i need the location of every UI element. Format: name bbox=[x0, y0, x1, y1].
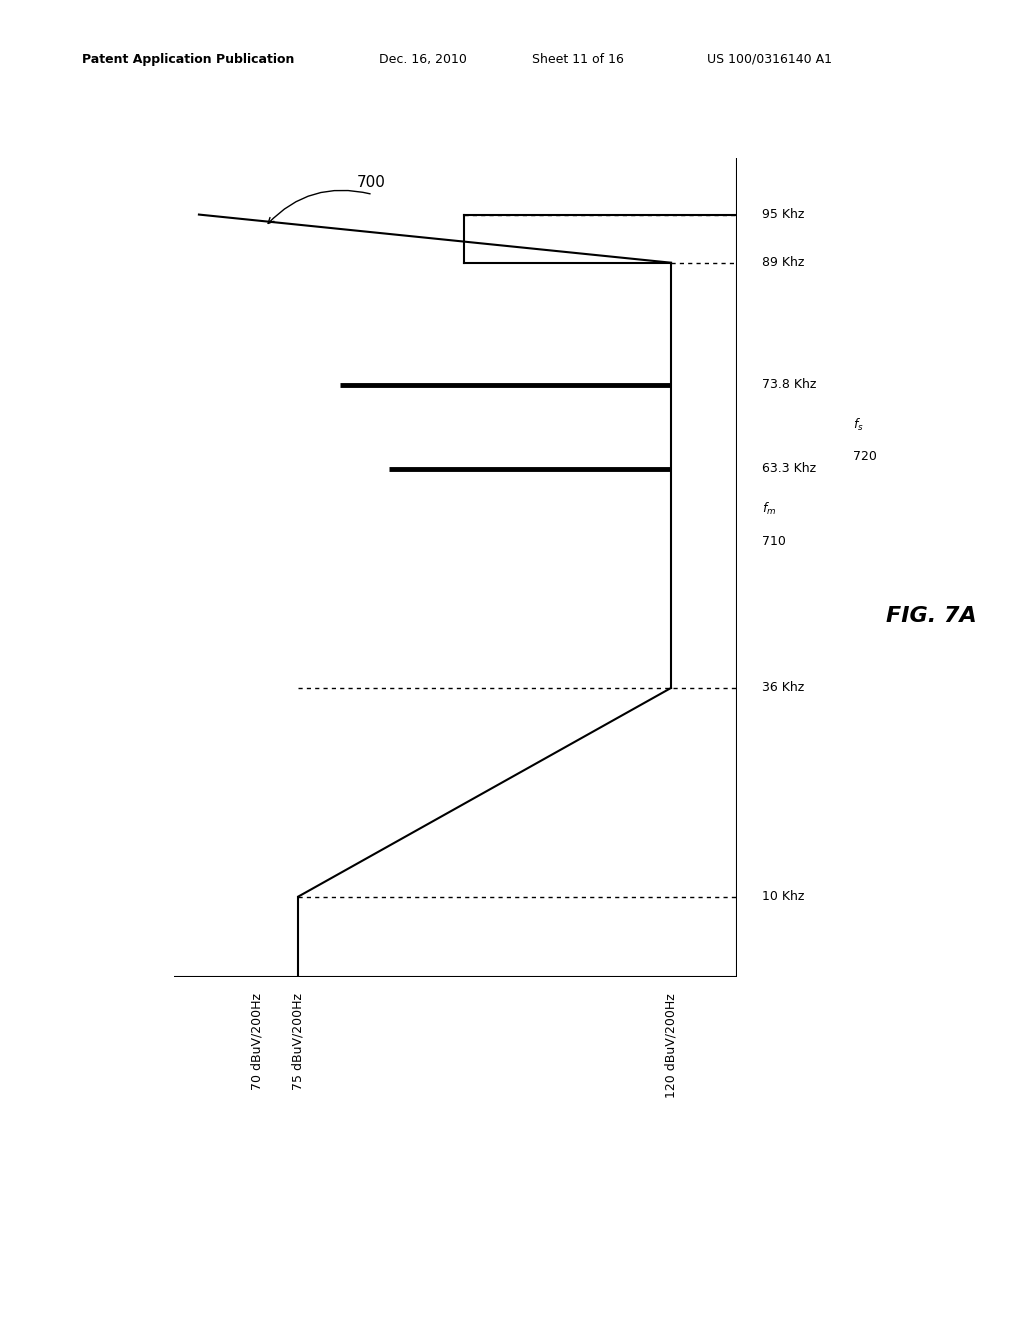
Text: 75 dBuV/200Hz: 75 dBuV/200Hz bbox=[292, 993, 305, 1090]
Text: 710: 710 bbox=[762, 535, 786, 548]
Text: Dec. 16, 2010: Dec. 16, 2010 bbox=[379, 53, 467, 66]
Text: 700: 700 bbox=[356, 176, 385, 190]
Text: 95 Khz: 95 Khz bbox=[762, 209, 805, 220]
Text: $f_s$: $f_s$ bbox=[853, 417, 864, 433]
Text: 120 dBuV/200Hz: 120 dBuV/200Hz bbox=[665, 993, 678, 1098]
Text: 73.8 Khz: 73.8 Khz bbox=[762, 378, 816, 391]
Text: US 100/0316140 A1: US 100/0316140 A1 bbox=[707, 53, 831, 66]
Text: 10 Khz: 10 Khz bbox=[762, 890, 805, 903]
Text: 63.3 Khz: 63.3 Khz bbox=[762, 462, 816, 475]
Text: FIG. 7A: FIG. 7A bbox=[887, 606, 977, 626]
Text: Sheet 11 of 16: Sheet 11 of 16 bbox=[532, 53, 625, 66]
Text: $f_m$: $f_m$ bbox=[762, 502, 776, 517]
Text: 36 Khz: 36 Khz bbox=[762, 681, 805, 694]
Text: Patent Application Publication: Patent Application Publication bbox=[82, 53, 294, 66]
Text: 89 Khz: 89 Khz bbox=[762, 256, 805, 269]
Text: 70 dBuV/200Hz: 70 dBuV/200Hz bbox=[251, 993, 263, 1090]
Text: 720: 720 bbox=[853, 450, 878, 463]
